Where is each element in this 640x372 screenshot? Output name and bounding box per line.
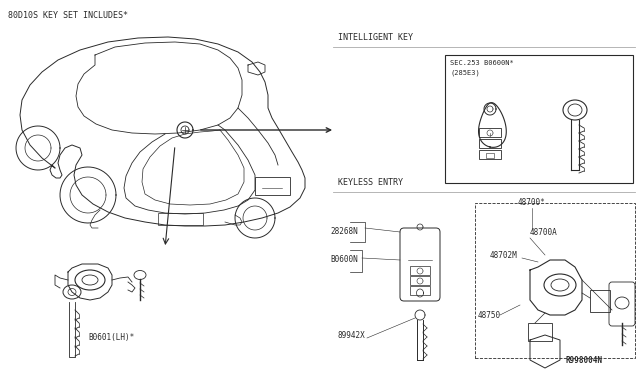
Bar bbox=[410, 286, 430, 295]
Bar bbox=[475, 203, 635, 358]
Text: SEC.253 B0600N*: SEC.253 B0600N* bbox=[450, 60, 514, 66]
Text: R998004N: R998004N bbox=[566, 356, 603, 365]
Text: 48702M: 48702M bbox=[490, 251, 518, 260]
Text: 80D10S KEY SET INCLUDES*: 80D10S KEY SET INCLUDES* bbox=[8, 11, 128, 20]
Bar bbox=[445, 55, 633, 183]
Text: 48750: 48750 bbox=[478, 311, 501, 320]
Bar bbox=[479, 150, 501, 159]
Text: 48700*: 48700* bbox=[518, 198, 546, 207]
Text: B0600N: B0600N bbox=[330, 255, 358, 264]
Text: B0601(LH)*: B0601(LH)* bbox=[88, 333, 134, 342]
Text: 28268N: 28268N bbox=[330, 227, 358, 236]
Bar bbox=[255, 177, 290, 195]
Text: 89942X: 89942X bbox=[338, 331, 365, 340]
Text: 48700A: 48700A bbox=[530, 228, 557, 237]
Text: (285E3): (285E3) bbox=[450, 69, 480, 76]
Bar bbox=[590, 290, 610, 312]
Bar bbox=[410, 276, 430, 285]
Bar bbox=[410, 266, 430, 275]
Bar bbox=[158, 213, 203, 225]
Text: KEYLESS ENTRY: KEYLESS ENTRY bbox=[338, 178, 403, 187]
Bar bbox=[479, 139, 501, 148]
Bar bbox=[528, 323, 552, 341]
Bar bbox=[486, 153, 494, 158]
Text: INTELLIGENT KEY: INTELLIGENT KEY bbox=[338, 33, 413, 42]
Bar bbox=[479, 128, 501, 137]
